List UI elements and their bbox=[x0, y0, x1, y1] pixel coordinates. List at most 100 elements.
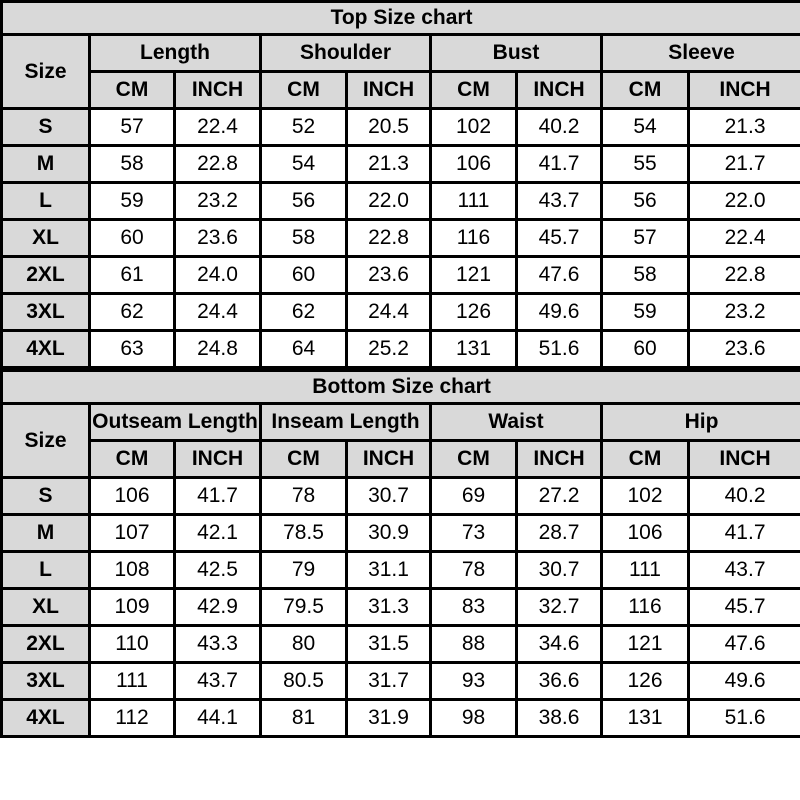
value-cell: 41.7 bbox=[515, 144, 603, 184]
value-cell: 51.6 bbox=[686, 698, 800, 738]
group-header-outseam-length: Outseam Length bbox=[88, 402, 262, 442]
value-cell: 49.6 bbox=[515, 292, 603, 332]
value-cell: 41.7 bbox=[173, 476, 262, 516]
value-cell: 126 bbox=[600, 661, 690, 701]
unit-header-cm: CM bbox=[600, 70, 690, 110]
value-cell: 57 bbox=[88, 107, 176, 147]
value-cell: 30.7 bbox=[515, 550, 603, 590]
unit-header-inch: INCH bbox=[515, 70, 603, 110]
value-cell: 121 bbox=[429, 255, 518, 295]
table-row: S 106 41.7 78 30.7 69 27.2 102 40.2 bbox=[0, 476, 800, 516]
size-cell: 3XL bbox=[0, 292, 91, 332]
group-header-row: Size Length Shoulder Bust Sleeve bbox=[0, 33, 800, 110]
value-cell: 108 bbox=[88, 550, 176, 590]
unit-header-inch: INCH bbox=[173, 439, 262, 479]
unit-header-cm: CM bbox=[88, 70, 176, 110]
table-title: Bottom Size chart bbox=[0, 369, 800, 405]
size-column-header: Size bbox=[0, 402, 91, 479]
value-cell: 49.6 bbox=[686, 661, 800, 701]
value-cell: 59 bbox=[88, 181, 176, 221]
value-cell: 24.4 bbox=[173, 292, 262, 332]
value-cell: 51.6 bbox=[515, 329, 603, 369]
table-row: 4XL 112 44.1 81 31.9 98 38.6 131 51.6 bbox=[0, 698, 800, 738]
top-table-body: S 57 22.4 52 20.5 102 40.2 54 21.3 M 58 22.8 54 21.3 1… bbox=[0, 107, 800, 369]
value-cell: 52 bbox=[259, 107, 348, 147]
value-cell: 27.2 bbox=[515, 476, 603, 516]
value-cell: 111 bbox=[88, 661, 176, 701]
unit-header-cm: CM bbox=[88, 439, 176, 479]
value-cell: 31.9 bbox=[345, 698, 432, 738]
value-cell: 110 bbox=[88, 624, 176, 664]
value-cell: 78 bbox=[429, 550, 518, 590]
table-row: S 57 22.4 52 20.5 102 40.2 54 21.3 bbox=[0, 107, 800, 147]
unit-header-inch: INCH bbox=[173, 70, 262, 110]
table-row: M 107 42.1 78.5 30.9 73 28.7 106 41.7 bbox=[0, 513, 800, 553]
value-cell: 59 bbox=[600, 292, 690, 332]
size-cell: M bbox=[0, 513, 91, 553]
group-header-inseam-length: Inseam Length bbox=[259, 402, 432, 442]
value-cell: 36.6 bbox=[515, 661, 603, 701]
value-cell: 24.4 bbox=[345, 292, 432, 332]
value-cell: 111 bbox=[600, 550, 690, 590]
value-cell: 106 bbox=[429, 144, 518, 184]
table-title-row: Bottom Size chart bbox=[0, 369, 800, 405]
value-cell: 102 bbox=[600, 476, 690, 516]
size-cell: S bbox=[0, 107, 91, 147]
value-cell: 23.6 bbox=[686, 329, 800, 369]
unit-header-row: CM INCH CM INCH CM INCH CM INCH bbox=[2, 439, 800, 479]
value-cell: 107 bbox=[88, 513, 176, 553]
value-cell: 22.0 bbox=[345, 181, 432, 221]
value-cell: 56 bbox=[600, 181, 690, 221]
group-header-waist: Waist bbox=[429, 402, 603, 442]
value-cell: 80 bbox=[259, 624, 348, 664]
top-size-table: Top Size chart Size Length Shoulder Bust… bbox=[0, 0, 800, 369]
value-cell: 43.3 bbox=[173, 624, 262, 664]
value-cell: 42.9 bbox=[173, 587, 262, 627]
table-title: Top Size chart bbox=[0, 0, 800, 36]
size-cell: L bbox=[0, 550, 91, 590]
value-cell: 62 bbox=[88, 292, 176, 332]
size-cell: XL bbox=[0, 218, 91, 258]
bottom-table-body: S 106 41.7 78 30.7 69 27.2 102 40.2 M 107 42.1 78.5 3… bbox=[0, 476, 800, 738]
value-cell: 22.4 bbox=[686, 218, 800, 258]
value-cell: 106 bbox=[600, 513, 690, 553]
size-cell: 2XL bbox=[0, 255, 91, 295]
value-cell: 34.6 bbox=[515, 624, 603, 664]
value-cell: 126 bbox=[429, 292, 518, 332]
value-cell: 20.5 bbox=[345, 107, 432, 147]
value-cell: 32.7 bbox=[515, 587, 603, 627]
group-header-hip: Hip bbox=[599, 402, 800, 442]
value-cell: 54 bbox=[600, 107, 690, 147]
value-cell: 24.8 bbox=[173, 329, 262, 369]
table-row: 3XL 62 24.4 62 24.4 126 49.6 59 23.2 bbox=[0, 292, 800, 332]
value-cell: 116 bbox=[600, 587, 690, 627]
value-cell: 45.7 bbox=[515, 218, 603, 258]
unit-header-inch: INCH bbox=[686, 439, 800, 479]
table-row: 4XL 63 24.8 64 25.2 131 51.6 60 23.6 bbox=[0, 329, 800, 369]
value-cell: 56 bbox=[259, 181, 348, 221]
size-cell: 4XL bbox=[0, 698, 91, 738]
size-column-header: Size bbox=[0, 33, 91, 110]
value-cell: 93 bbox=[429, 661, 518, 701]
value-cell: 106 bbox=[88, 476, 176, 516]
value-cell: 41.7 bbox=[686, 513, 800, 553]
value-cell: 42.1 bbox=[173, 513, 262, 553]
value-cell: 40.2 bbox=[515, 107, 603, 147]
table-row: L 108 42.5 79 31.1 78 30.7 111 43.7 bbox=[0, 550, 800, 590]
value-cell: 83 bbox=[429, 587, 518, 627]
size-chart-page: Top Size chart Size Length Shoulder Bust… bbox=[0, 0, 800, 738]
value-cell: 23.2 bbox=[173, 181, 262, 221]
unit-header-cm: CM bbox=[259, 70, 348, 110]
value-cell: 31.7 bbox=[345, 661, 432, 701]
value-cell: 30.9 bbox=[345, 513, 432, 553]
value-cell: 111 bbox=[429, 181, 518, 221]
size-cell: L bbox=[0, 181, 91, 221]
value-cell: 64 bbox=[259, 329, 348, 369]
value-cell: 21.3 bbox=[345, 144, 432, 184]
value-cell: 47.6 bbox=[515, 255, 603, 295]
value-cell: 121 bbox=[600, 624, 690, 664]
unit-header-cm: CM bbox=[259, 439, 348, 479]
size-cell: M bbox=[0, 144, 91, 184]
value-cell: 131 bbox=[429, 329, 518, 369]
value-cell: 22.4 bbox=[173, 107, 262, 147]
